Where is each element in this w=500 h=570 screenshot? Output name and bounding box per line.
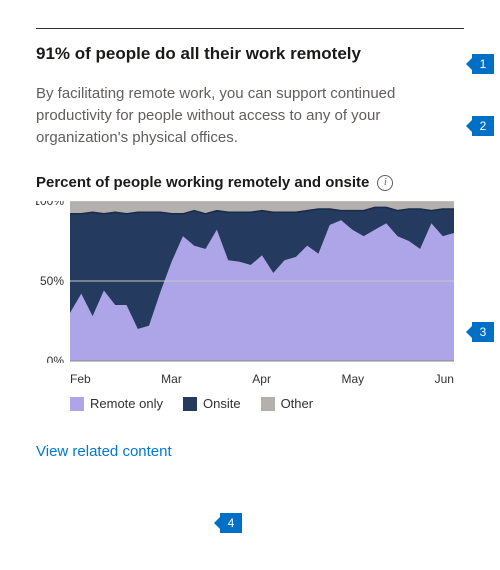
chart: 0% 50% 100% Feb Mar Apr May Jun Remote only Ons… (36, 201, 454, 411)
x-tick-label: Feb (70, 372, 91, 386)
legend-item: Remote only (70, 396, 163, 411)
legend-swatch (261, 397, 275, 411)
view-related-link[interactable]: View related content (36, 443, 172, 460)
svg-text:0%: 0% (47, 354, 65, 363)
annotation-callout: 1 (472, 54, 494, 74)
chart-legend: Remote only Onsite Other (36, 396, 454, 411)
x-tick-label: Mar (161, 372, 182, 386)
chart-svg: 0% 50% 100% (36, 201, 454, 363)
legend-label: Onsite (203, 396, 241, 411)
x-axis-labels: Feb Mar Apr May Jun (36, 372, 454, 386)
legend-swatch (183, 397, 197, 411)
legend-item: Other (261, 396, 314, 411)
svg-text:50%: 50% (40, 274, 64, 288)
x-tick-label: Jun (435, 372, 454, 386)
chart-title: Percent of people working remotely and o… (36, 174, 369, 191)
svg-text:100%: 100% (36, 201, 64, 208)
legend-label: Remote only (90, 396, 163, 411)
legend-swatch (70, 397, 84, 411)
annotation-callout: 4 (220, 513, 242, 533)
legend-item: Onsite (183, 396, 241, 411)
annotation-callout: 2 (472, 116, 494, 136)
annotation-callout: 3 (472, 322, 494, 342)
headline: 91% of people do all their work remotely (36, 43, 464, 65)
legend-label: Other (281, 396, 314, 411)
chart-title-row: Percent of people working remotely and o… (36, 174, 464, 191)
description: By facilitating remote work, you can sup… (36, 83, 464, 148)
x-tick-label: May (341, 372, 364, 386)
x-tick-label: Apr (252, 372, 271, 386)
info-icon[interactable]: i (377, 175, 393, 191)
insight-card: 91% of people do all their work remotely… (0, 0, 500, 461)
top-rule (36, 28, 464, 29)
